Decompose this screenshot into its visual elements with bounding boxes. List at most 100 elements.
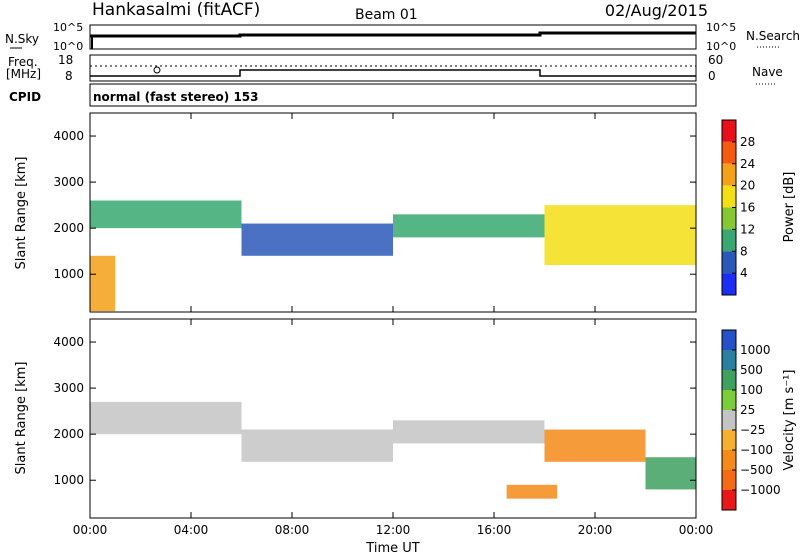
time-tick-label: 00:00 (679, 523, 714, 537)
time-tick-label: 20:00 (578, 523, 613, 537)
velocity-ytick-label: 1000 (53, 473, 84, 487)
velocity-colorbar-tick-label: −500 (740, 463, 773, 477)
velocity-echo-band (506, 484, 558, 499)
nsky-trace (90, 31, 696, 38)
velocity-echo-band (544, 429, 646, 462)
velocity-colorbar-cell (722, 350, 736, 370)
velocity-colorbar-cell (722, 470, 736, 490)
nsearch-label: N.Search (746, 29, 800, 43)
power-colorbar-tick-label: 12 (740, 222, 755, 236)
velocity-colorbar: 1000 500 100 25 −25 −100 −500 −1000 Velocity [m… (721, 329, 797, 511)
velocity-echo-band (241, 429, 393, 462)
power-ytick-label: 3000 (53, 175, 84, 189)
nave-tick-high: 60 (708, 53, 723, 67)
power-colorbar-cell (722, 120, 736, 142)
beam-title: Beam 01 (355, 7, 418, 23)
velocity-colorbar-cell (722, 370, 736, 390)
power-colorbar-cell (722, 207, 736, 230)
power-echo-band (241, 223, 393, 256)
power-colorbar-cell (722, 273, 736, 295)
velocity-echo-band (645, 457, 696, 490)
power-echo-band (393, 214, 545, 238)
power-colorbar-cell (722, 229, 736, 252)
velocity-colorbar-title: Velocity [m s⁻¹] (782, 370, 797, 471)
power-colorbar-tick-label: 4 (740, 266, 748, 280)
nsky-panel: N.Sky 10^5 10^0 10^5 10^0 N.Search (5, 21, 800, 53)
power-data-layer (90, 200, 696, 312)
freq-panel: Freq. [MHz] 18 8 60 0 Nave (6, 53, 783, 85)
velocity-colorbar-ticks: 1000 500 100 25 −25 −100 −500 −1000 (732, 343, 781, 497)
velocity-colorbar-tick-label: 25 (740, 403, 755, 417)
power-colorbar-tick-label: 20 (740, 179, 755, 193)
velocity-ytick-label: 2000 (53, 427, 84, 441)
power-axes: 4000 3000 2000 1000 (53, 113, 697, 312)
power-panel: 4000 3000 2000 1000 Slant Range [km] (14, 112, 697, 313)
date-title: 02/Aug/2015 (605, 1, 708, 20)
power-ytick-label: 1000 (53, 267, 84, 281)
power-colorbar-cell (722, 185, 736, 208)
velocity-colorbar-tick-label: 500 (740, 363, 763, 377)
power-ytick-label: 4000 (53, 129, 84, 143)
velocity-colorbar-tick-label: 100 (740, 383, 763, 397)
velocity-ytick-label: 3000 (53, 381, 84, 395)
nsearch-tick-high: 10^5 (706, 21, 736, 34)
velocity-colorbar-tick-label: −1000 (740, 483, 781, 497)
power-colorbar: 28 24 20 16 12 8 4 Power [dB] (721, 119, 797, 296)
power-ytick-label: 2000 (53, 221, 84, 235)
nsky-tick-high: 10^5 (53, 21, 83, 34)
power-colorbar-cell (722, 141, 736, 164)
velocity-data-layer (90, 401, 696, 499)
cpid-panel: CPID normal (fast stereo) 153 (9, 83, 697, 107)
cpid-label: CPID (9, 90, 41, 104)
velocity-colorbar-cell (722, 430, 736, 450)
time-tick-label: 08:00 (275, 523, 310, 537)
time-tick-label: 04:00 (174, 523, 209, 537)
power-colorbar-tick-label: 8 (740, 244, 748, 258)
freq-tick-high: 18 (58, 53, 73, 67)
nave-tick-low: 0 (708, 69, 716, 83)
freq-trace (90, 69, 696, 77)
freq-tick-low: 8 (65, 69, 73, 83)
velocity-colorbar-cell (722, 450, 736, 470)
power-colorbar-tick-label: 28 (740, 135, 755, 149)
velocity-axes: 4000 3000 2000 1000 00:00 04:00 08:00 12:00 16:0… (53, 319, 713, 537)
power-echo-band (90, 200, 242, 229)
power-colorbar-cells (722, 120, 736, 295)
nsky-tick-low: 10^0 (53, 40, 83, 53)
power-ylabel: Slant Range [km] (14, 157, 29, 270)
velocity-colorbar-tick-label: 1000 (740, 343, 771, 357)
velocity-colorbar-cell (722, 490, 736, 510)
time-axis-label: Time UT (365, 541, 419, 554)
velocity-panel: 4000 3000 2000 1000 00:00 04:00 08:00 12:00 16:0… (14, 318, 713, 554)
velocity-ytick-label: 4000 (53, 335, 84, 349)
velocity-colorbar-cell (722, 330, 736, 350)
freq-dip-marker (153, 66, 161, 74)
velocity-colorbar-cell (722, 390, 736, 410)
cpid-frame (89, 83, 697, 107)
nsky-label: N.Sky (5, 32, 39, 46)
power-colorbar-cell (722, 251, 736, 274)
velocity-colorbar-frame (721, 329, 737, 511)
velocity-echo-band (90, 401, 242, 435)
power-echo-band (90, 255, 116, 312)
nave-label: Nave (752, 65, 783, 79)
station-title: Hankasalmi (fitACF) (92, 0, 260, 20)
freq-frame (89, 54, 697, 82)
power-echo-band (544, 205, 696, 266)
velocity-echo-band (393, 420, 545, 444)
freq-label-1: Freq. (8, 55, 38, 69)
time-tick-label: 00:00 (73, 523, 108, 537)
power-colorbar-cell (722, 163, 736, 186)
time-tick-label: 12:00 (376, 523, 411, 537)
velocity-colorbar-cell (722, 410, 736, 430)
cpid-text: normal (fast stereo) 153 (93, 90, 259, 104)
freq-label-2: [MHz] (6, 67, 41, 81)
time-tick-label: 16:00 (477, 523, 512, 537)
velocity-colorbar-cells (722, 330, 736, 510)
power-colorbar-title: Power [dB] (782, 172, 797, 243)
velocity-ylabel: Slant Range [km] (14, 362, 29, 475)
velocity-colorbar-tick-label: −100 (740, 443, 773, 457)
power-colorbar-tick-label: 16 (740, 201, 755, 215)
nsearch-tick-low: 10^0 (706, 40, 736, 53)
